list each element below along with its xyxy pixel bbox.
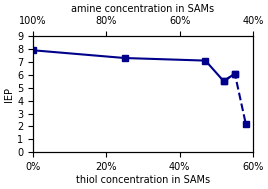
X-axis label: thiol concentration in SAMs: thiol concentration in SAMs <box>76 175 210 185</box>
Y-axis label: IEP: IEP <box>4 87 14 102</box>
X-axis label: amine concentration in SAMs: amine concentration in SAMs <box>72 4 215 14</box>
